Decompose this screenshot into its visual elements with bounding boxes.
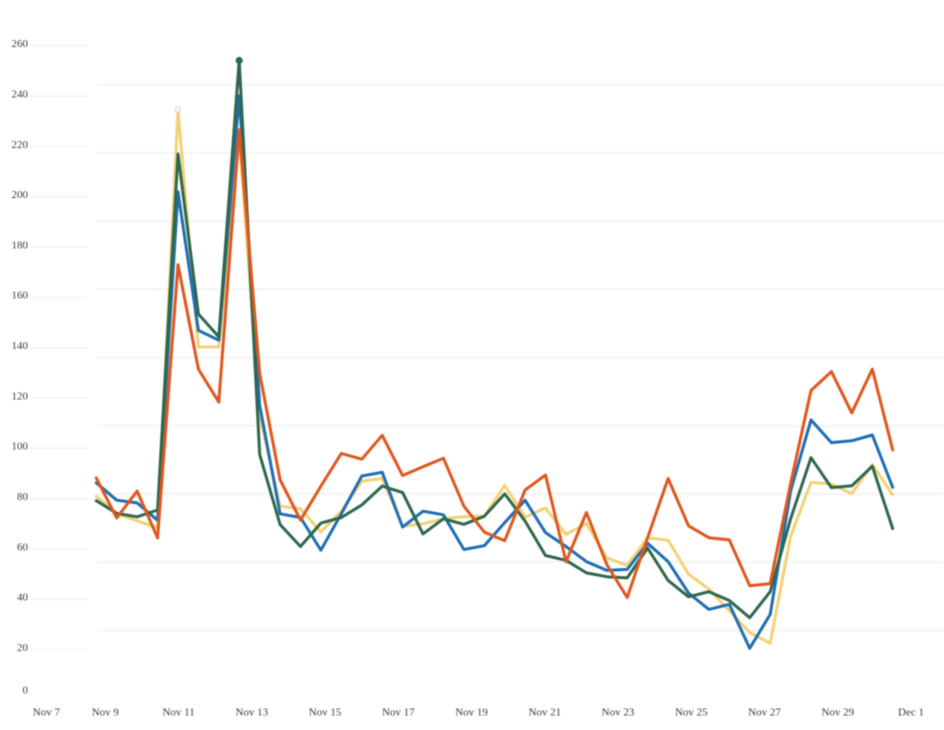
svg-text:260: 260 — [12, 38, 29, 50]
svg-text:Nov 29: Nov 29 — [821, 707, 854, 719]
svg-text:100: 100 — [12, 441, 29, 453]
svg-text:Nov 7: Nov 7 — [33, 707, 61, 719]
svg-text:180: 180 — [12, 239, 29, 251]
svg-text:Nov 23: Nov 23 — [602, 707, 635, 719]
svg-text:80: 80 — [17, 491, 29, 503]
svg-text:60: 60 — [17, 541, 29, 553]
svg-text:Nov 15: Nov 15 — [309, 707, 342, 719]
svg-text:120: 120 — [12, 390, 29, 402]
svg-text:0: 0 — [23, 685, 29, 697]
svg-text:Nov 13: Nov 13 — [235, 707, 268, 719]
svg-text:160: 160 — [12, 290, 29, 302]
svg-text:240: 240 — [12, 89, 29, 101]
svg-text:220: 220 — [12, 139, 29, 151]
svg-text:Nov 17: Nov 17 — [382, 707, 415, 719]
svg-text:Nov 25: Nov 25 — [675, 707, 708, 719]
svg-text:Nov 19: Nov 19 — [455, 707, 488, 719]
svg-text:Dec 1: Dec 1 — [898, 707, 924, 719]
svg-text:Nov 11: Nov 11 — [162, 707, 194, 719]
svg-text:Nov 21: Nov 21 — [528, 707, 561, 719]
svg-text:140: 140 — [12, 340, 29, 352]
svg-text:40: 40 — [17, 592, 29, 604]
svg-text:Nov 27: Nov 27 — [748, 707, 781, 719]
svg-text:20: 20 — [17, 642, 29, 654]
svg-text:200: 200 — [12, 189, 29, 201]
svg-text:Nov 9: Nov 9 — [92, 707, 120, 719]
